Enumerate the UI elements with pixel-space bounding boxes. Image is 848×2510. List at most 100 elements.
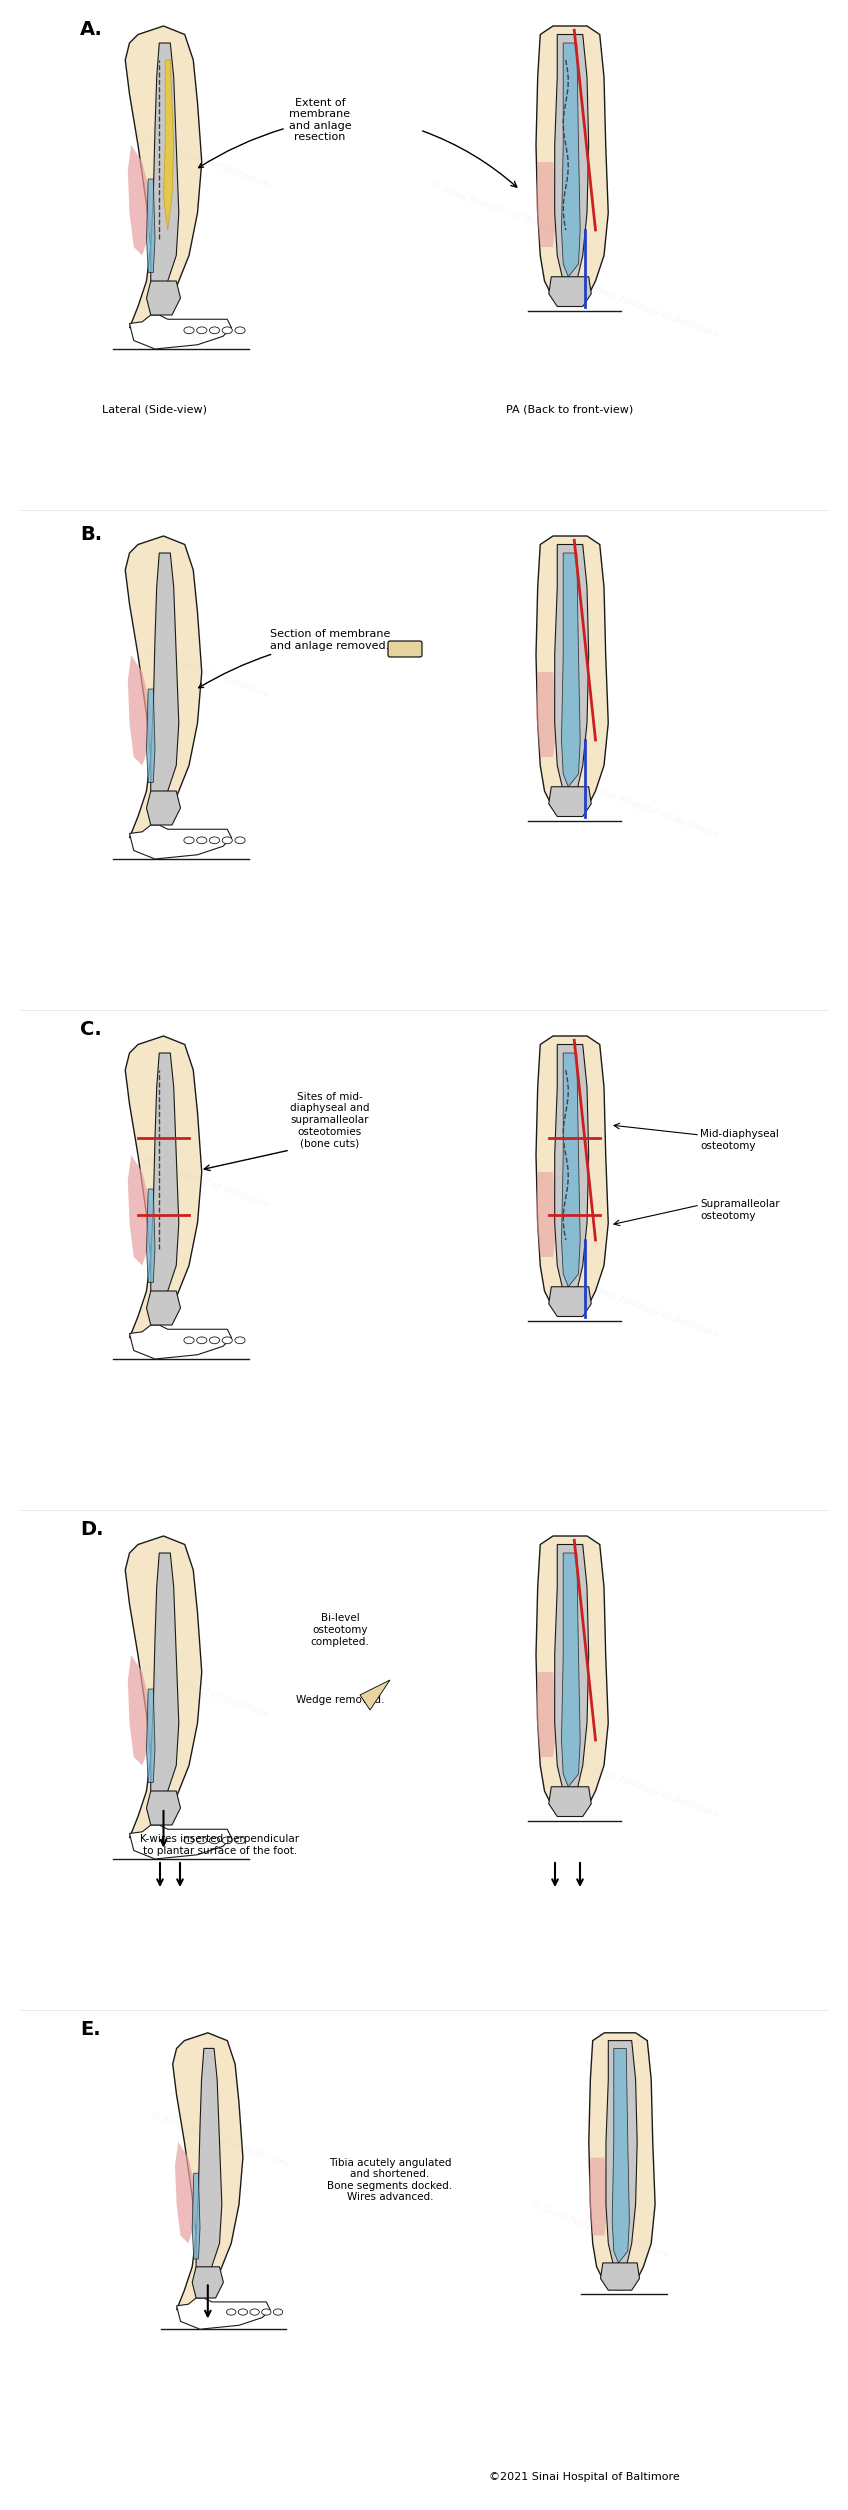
Ellipse shape <box>184 1338 194 1343</box>
FancyBboxPatch shape <box>388 640 422 658</box>
Polygon shape <box>130 826 232 858</box>
Ellipse shape <box>250 2309 259 2314</box>
Ellipse shape <box>197 326 207 334</box>
Polygon shape <box>536 1672 557 1757</box>
Text: © Sinai Hospital of Baltimore: © Sinai Hospital of Baltimore <box>149 2111 291 2169</box>
Polygon shape <box>561 1054 580 1288</box>
Polygon shape <box>536 673 557 758</box>
Polygon shape <box>147 281 181 314</box>
Ellipse shape <box>235 836 245 843</box>
Polygon shape <box>164 60 174 231</box>
Text: Section of membrane
and anlage removed.: Section of membrane and anlage removed. <box>198 630 390 688</box>
Polygon shape <box>126 1037 202 1338</box>
Polygon shape <box>561 1554 580 1787</box>
Ellipse shape <box>184 326 194 334</box>
Text: © Sinai Hospital of Baltimore: © Sinai Hospital of Baltimore <box>130 131 271 188</box>
Polygon shape <box>606 2041 637 2267</box>
Polygon shape <box>147 1290 181 1325</box>
Polygon shape <box>147 791 181 826</box>
Polygon shape <box>151 43 179 294</box>
Text: © Sinai Hospital of Baltimore: © Sinai Hospital of Baltimore <box>579 1760 721 1820</box>
Polygon shape <box>612 2048 629 2264</box>
Text: B.: B. <box>80 525 102 545</box>
Text: Mid-diaphyseal
osteotomy: Mid-diaphyseal osteotomy <box>700 1130 778 1150</box>
Polygon shape <box>536 163 557 246</box>
Ellipse shape <box>222 1837 232 1845</box>
Polygon shape <box>147 1689 155 1782</box>
Text: Lateral (Side-view): Lateral (Side-view) <box>103 404 208 414</box>
Ellipse shape <box>184 836 194 843</box>
Polygon shape <box>173 2033 243 2309</box>
Text: K-wires inserted perpendicular
to plantar surface of the foot.: K-wires inserted perpendicular to planta… <box>141 1835 299 1855</box>
Polygon shape <box>151 1054 179 1303</box>
Text: Supramalleolar
osteotomy: Supramalleolar osteotomy <box>700 1200 779 1220</box>
Ellipse shape <box>222 1338 232 1343</box>
Text: C.: C. <box>80 1019 102 1039</box>
Polygon shape <box>126 25 202 329</box>
Polygon shape <box>147 1190 155 1283</box>
Text: PA (Back to front-view): PA (Back to front-view) <box>506 404 633 414</box>
Polygon shape <box>147 690 155 783</box>
Ellipse shape <box>238 2309 248 2314</box>
Polygon shape <box>147 1792 181 1825</box>
Polygon shape <box>536 1536 608 1812</box>
Polygon shape <box>128 146 151 256</box>
Polygon shape <box>561 43 580 276</box>
Polygon shape <box>128 655 151 766</box>
Polygon shape <box>589 2033 656 2287</box>
Ellipse shape <box>209 836 220 843</box>
Polygon shape <box>536 537 608 813</box>
Ellipse shape <box>197 836 207 843</box>
Text: Tibia acutely angulated
and shortened.
Bone segments docked.
Wires advanced.: Tibia acutely angulated and shortened. B… <box>327 2159 453 2201</box>
Polygon shape <box>192 2267 223 2299</box>
Polygon shape <box>128 1654 151 1765</box>
Polygon shape <box>589 2159 608 2236</box>
Polygon shape <box>176 2299 271 2329</box>
Polygon shape <box>549 1288 591 1318</box>
Text: ©2021 Sinai Hospital of Baltimore: ©2021 Sinai Hospital of Baltimore <box>489 2472 680 2482</box>
Ellipse shape <box>235 1338 245 1343</box>
Polygon shape <box>130 1325 232 1358</box>
Polygon shape <box>130 314 232 349</box>
Polygon shape <box>128 1155 151 1265</box>
Ellipse shape <box>222 326 232 334</box>
Text: © Sinai Hospital of Baltimore: © Sinai Hospital of Baltimore <box>429 181 571 238</box>
Polygon shape <box>549 1787 591 1817</box>
Text: Sites of mid-
diaphyseal and
supramalleolar
osteotomies
(bone cuts): Sites of mid- diaphyseal and supramalleo… <box>290 1092 370 1147</box>
Text: © Sinai Hospital of Baltimore: © Sinai Hospital of Baltimore <box>130 1662 271 1719</box>
Polygon shape <box>196 2048 222 2279</box>
Polygon shape <box>192 2174 200 2259</box>
Text: A.: A. <box>80 20 103 40</box>
Ellipse shape <box>226 2309 236 2314</box>
Text: © Sinai Hospital of Baltimore: © Sinai Hospital of Baltimore <box>579 281 721 339</box>
Polygon shape <box>126 537 202 838</box>
Text: Bi-level
osteotomy
completed.: Bi-level osteotomy completed. <box>310 1614 370 1647</box>
Ellipse shape <box>184 1837 194 1845</box>
Text: © Sinai Hospital of Baltimore: © Sinai Hospital of Baltimore <box>130 1150 271 1210</box>
Polygon shape <box>549 276 591 306</box>
Text: © Sinai Hospital of Baltimore: © Sinai Hospital of Baltimore <box>529 2201 671 2259</box>
Polygon shape <box>536 1037 608 1313</box>
Polygon shape <box>555 35 589 281</box>
Polygon shape <box>175 2141 196 2244</box>
Polygon shape <box>536 25 608 301</box>
Polygon shape <box>151 1554 179 1805</box>
Polygon shape <box>130 1825 232 1860</box>
Ellipse shape <box>262 2309 271 2314</box>
Polygon shape <box>555 1544 589 1792</box>
Text: Extent of
membrane
and anlage
resection: Extent of membrane and anlage resection <box>198 98 351 168</box>
Polygon shape <box>561 552 580 786</box>
Polygon shape <box>126 1536 202 1837</box>
Ellipse shape <box>235 1837 245 1845</box>
Polygon shape <box>555 545 589 791</box>
Ellipse shape <box>209 1338 220 1343</box>
Polygon shape <box>555 1044 589 1290</box>
Text: Wedge removed.: Wedge removed. <box>296 1694 384 1704</box>
Ellipse shape <box>209 1837 220 1845</box>
Text: E.: E. <box>80 2021 101 2038</box>
Polygon shape <box>147 178 155 274</box>
Polygon shape <box>536 1172 557 1258</box>
Polygon shape <box>600 2264 639 2289</box>
Text: D.: D. <box>80 1521 103 1539</box>
Ellipse shape <box>197 1837 207 1845</box>
